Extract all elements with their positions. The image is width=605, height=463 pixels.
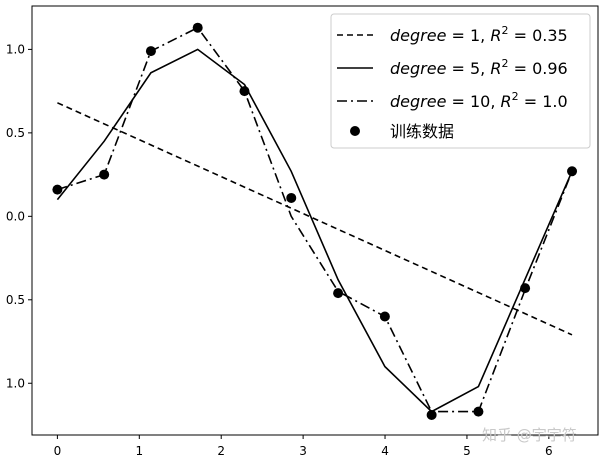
legend-degree-word: degree: [390, 59, 447, 78]
series-layer: [52, 22, 578, 420]
legend-degree-value: = 5,: [446, 59, 490, 78]
y-tick-label: 1.0: [6, 42, 25, 56]
legend-label-text: 训练数据: [390, 122, 454, 141]
x-axis-ticks: 0 1 2 3 4 5 6: [54, 435, 553, 458]
legend-r2-value: = 0.35: [508, 26, 567, 45]
data-point: [333, 288, 344, 299]
y-axis-ticks: 1.0 0.5 0.0 0.5 1.0: [6, 42, 32, 390]
x-tick-label: 1: [135, 444, 143, 458]
legend-label: degree = 5, R2 = 0.96: [390, 57, 568, 78]
legend-r-symbol: R: [490, 26, 501, 45]
legend-marker: [350, 126, 360, 136]
data-point: [379, 311, 390, 322]
legend-superscript: 2: [512, 90, 519, 103]
y-tick-label: 0.5: [6, 293, 25, 307]
y-tick-label: 1.0: [6, 376, 25, 390]
data-point: [145, 46, 156, 57]
y-tick-label: 0.5: [6, 126, 25, 140]
watermark: 知乎 @宇宇符: [482, 426, 577, 444]
legend-degree-word: degree: [390, 92, 447, 111]
data-point: [473, 406, 484, 417]
data-point: [99, 169, 110, 180]
series-line-3: [57, 26, 573, 413]
series-train-data: [52, 22, 578, 420]
legend-r-symbol: R: [490, 59, 501, 78]
x-tick-label: 3: [299, 444, 307, 458]
legend-label: 训练数据: [390, 122, 454, 141]
data-point: [426, 409, 437, 420]
legend-degree-word: degree: [390, 26, 447, 45]
legend-degree-value: = 10,: [446, 92, 500, 111]
series-line-1: [57, 102, 573, 336]
data-point: [239, 86, 250, 97]
x-tick-label: 2: [217, 444, 225, 458]
data-point: [286, 192, 297, 203]
legend-label: degree = 1, R2 = 0.35: [390, 24, 568, 45]
legend-r2-value: = 1.0: [519, 92, 568, 111]
legend-superscript: 2: [501, 57, 508, 70]
legend-box: [330, 13, 591, 149]
data-point: [520, 283, 531, 294]
legend-r-symbol: R: [501, 92, 512, 111]
legend-label: degree = 10, R2 = 1.0: [390, 90, 568, 111]
x-tick-label: 6: [545, 444, 553, 458]
legend-superscript: 2: [501, 24, 508, 37]
legend-r2-value: = 0.96: [508, 59, 567, 78]
data-point: [52, 184, 63, 195]
data-point: [567, 166, 578, 177]
legend-degree-value: = 1,: [446, 26, 490, 45]
series-line-2: [56, 48, 573, 413]
x-tick-label: 4: [381, 444, 389, 458]
x-tick-label: 0: [54, 444, 62, 458]
y-tick-label: 0.0: [6, 209, 25, 223]
x-tick-label: 5: [463, 444, 471, 458]
data-point: [192, 22, 203, 33]
